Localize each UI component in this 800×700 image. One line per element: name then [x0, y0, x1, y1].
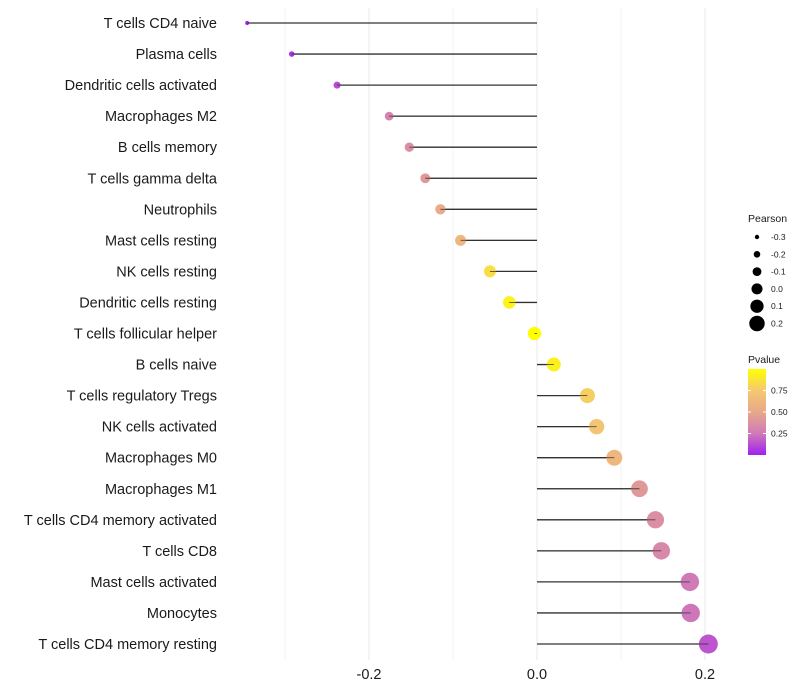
color-legend-label: 0.25 [771, 429, 788, 439]
category-label-t-cells-cd4-memory-activated: T cells CD4 memory activated [24, 513, 217, 529]
pvalue-colorbar [748, 369, 766, 455]
category-label-plasma-cells: Plasma cells [136, 47, 217, 63]
category-label-macrophages-m1: Macrophages M1 [105, 482, 217, 498]
category-label-monocytes: Monocytes [147, 606, 217, 622]
category-label-t-cells-cd8: T cells CD8 [142, 544, 217, 560]
color-legend-label: 0.50 [771, 407, 788, 417]
x-tick-label: -0.2 [357, 667, 382, 683]
category-label-b-cells-naive: B cells naive [136, 358, 217, 374]
category-label-nk-cells-resting: NK cells resting [116, 264, 217, 280]
category-label-t-cells-gamma-delta: T cells gamma delta [88, 171, 218, 187]
category-label-t-cells-cd4-memory-resting: T cells CD4 memory resting [38, 637, 217, 653]
category-label-dendritic-cells-resting: Dendritic cells resting [79, 295, 217, 311]
color-legend-title: Pvalue [748, 354, 780, 366]
point-t-cells-cd4-memory-activated [646, 511, 665, 529]
pvalue-color-legend: Pvalue 0.75 0.50 0.25 [748, 354, 788, 455]
x-tick-label: 0.2 [695, 667, 715, 683]
size-legend-title: Pearson [748, 213, 787, 225]
size-legend-key [751, 283, 763, 295]
x-tick-label: 0.0 [527, 667, 547, 683]
category-label-nk-cells-activated: NK cells activated [102, 420, 217, 436]
size-legend-key [749, 315, 765, 332]
size-legend-label: 0.2 [771, 319, 783, 329]
category-label-dendritic-cells-activated: Dendritic cells activated [65, 78, 217, 94]
category-label-t-cells-follicular-helper: T cells follicular helper [74, 327, 217, 343]
size-legend-label: -0.2 [771, 249, 786, 259]
category-labels: T cells CD4 naive Plasma cells Dendritic c… [24, 16, 218, 653]
size-legend-label: -0.1 [771, 267, 786, 277]
color-legend-label: 0.75 [771, 386, 788, 396]
category-label-mast-cells-resting: Mast cells resting [105, 233, 217, 249]
size-legend-label: 0.1 [771, 301, 783, 311]
size-legend-key [752, 267, 762, 277]
pearson-size-legend: Pearson -0.3 -0.2 -0.1 0.0 0.1 0.2 [748, 213, 787, 332]
category-label-macrophages-m0: Macrophages M0 [105, 451, 217, 467]
category-label-mast-cells-activated: Mast cells activated [90, 575, 217, 591]
category-label-b-cells-memory: B cells memory [118, 140, 218, 156]
category-label-t-cells-cd4-naive: T cells CD4 naive [104, 16, 217, 32]
size-legend-label: 0.0 [771, 284, 783, 294]
point-t-cells-cd4-naive [245, 20, 250, 26]
size-legend-key [750, 299, 764, 313]
category-label-neutrophils: Neutrophils [144, 202, 217, 218]
grid-lines [284, 8, 706, 660]
category-label-t-cells-regulatory-tregs: T cells regulatory Tregs [67, 389, 217, 405]
lollipop-points [245, 20, 718, 654]
size-legend-key [753, 250, 761, 258]
size-legend-key [754, 234, 760, 240]
x-axis-ticks: -0.2 0.0 0.2 [357, 667, 716, 683]
size-legend-label: -0.3 [771, 232, 786, 242]
category-label-macrophages-m2: Macrophages M2 [105, 109, 217, 125]
